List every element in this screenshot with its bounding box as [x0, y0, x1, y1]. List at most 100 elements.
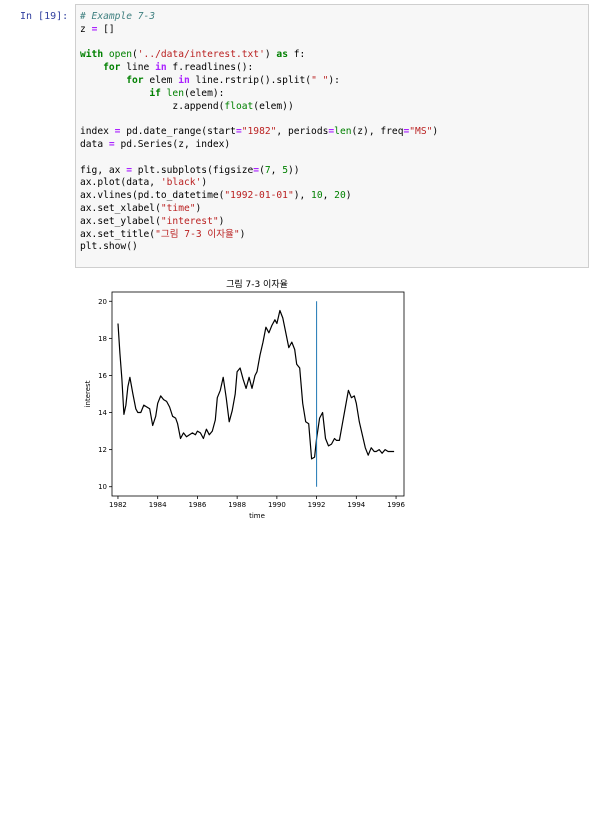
code-token: =: [91, 23, 98, 35]
code-line: ax.set_title("그림 7-3 이자율"): [80, 229, 245, 240]
code-token: [80, 62, 103, 73]
code-line: z.append(float(elem)): [80, 100, 294, 112]
code-token: =: [403, 126, 410, 138]
code-token: 5: [282, 164, 288, 176]
code-token: (elem)): [253, 100, 294, 112]
code-editor[interactable]: # Example 7-3 z = [] with open('../data/…: [80, 11, 438, 254]
code-token: for: [126, 74, 144, 86]
code-token: "1982": [241, 126, 277, 138]
code-token: float: [224, 100, 254, 112]
x-tick-label: 1982: [109, 501, 127, 509]
code-token: =: [328, 126, 335, 138]
code-token: ,: [322, 190, 335, 202]
code-token: data: [80, 138, 109, 150]
code-token: "그림 7-3 이자율": [155, 228, 240, 240]
code-cell-input[interactable]: # Example 7-3 z = [] with open('../data/…: [75, 4, 589, 268]
code-token: ax.set_title(: [80, 228, 156, 240]
code-token: with: [80, 49, 104, 61]
x-tick-label: 1988: [228, 501, 246, 509]
y-axis-ticks: 10 12 14 16 18 20: [98, 298, 112, 491]
y-tick-label: 10: [98, 483, 107, 491]
code-token: " ": [311, 74, 329, 86]
y-axis-label: interest: [84, 380, 92, 407]
code-token: '../data/interest.txt': [137, 49, 265, 61]
code-token: =: [253, 164, 260, 176]
code-token: ): [239, 228, 246, 240]
code-token: =: [108, 138, 115, 150]
y-tick-label: 12: [98, 446, 107, 454]
cell-prompt: In [19]:: [20, 11, 69, 22]
code-token: in: [178, 74, 190, 86]
code-line: ax.plot(data, 'black'): [80, 177, 207, 188]
y-tick-label: 14: [98, 409, 107, 417]
code-token: ax.plot(data,: [80, 177, 161, 189]
code-token: index: [80, 126, 115, 138]
code-token: "time": [160, 202, 196, 214]
code-token: if: [149, 87, 161, 99]
code-token: pd.Series(z, index): [114, 138, 231, 150]
code-token: "MS": [409, 126, 433, 138]
code-token: z.append(: [80, 100, 225, 112]
chart-title: 그림 7-3 이자율: [226, 278, 288, 290]
code-line: plt.show(): [80, 241, 138, 252]
code-token: ): [218, 215, 225, 227]
series-line: [117, 309, 395, 460]
x-tick-label: 1992: [308, 501, 326, 509]
code-line: ax.set_ylabel("interest"): [80, 216, 224, 227]
code-token: f:: [287, 49, 306, 61]
code-token: for: [103, 62, 121, 74]
code-token: in: [155, 62, 167, 74]
x-tick-label: 1986: [189, 501, 207, 509]
code-token: =: [114, 126, 121, 138]
x-tick-label: 1990: [268, 501, 286, 509]
code-token: (: [132, 49, 138, 61]
code-token: ,: [270, 164, 283, 176]
code-token: ): [201, 177, 208, 189]
code-token: []: [97, 23, 115, 35]
code-token: ): [432, 126, 439, 138]
code-token: z: [80, 23, 92, 35]
code-token: ): [195, 202, 202, 214]
code-token: plt.show(): [80, 241, 138, 253]
code-token: ax.set_ylabel(: [80, 215, 161, 227]
code-token: as: [276, 49, 288, 61]
code-line: for line in f.readlines():: [80, 62, 253, 73]
code-token: line.rstrip().split(: [189, 74, 312, 86]
line-chart: 그림 7-3 이자율 10 12 14 16 18 20 1982 1984 1986 1988…: [84, 278, 406, 520]
code-token: =: [126, 164, 132, 176]
x-tick-label: 1984: [149, 501, 167, 509]
code-line: z = []: [80, 24, 115, 35]
code-token: plt.subplots(figsize: [132, 164, 254, 176]
code-line: data = pd.Series(z, index): [80, 139, 230, 150]
code-line: with open('../data/interest.txt') as f:: [80, 49, 305, 60]
code-line: if len(elem):: [80, 88, 224, 99]
code-token: 7: [264, 164, 271, 176]
code-token: )): [287, 164, 300, 176]
code-token: "interest": [160, 215, 219, 227]
code-token: line: [120, 62, 156, 74]
code-token: open: [108, 49, 132, 61]
code-token: [80, 75, 126, 86]
x-tick-label: 1994: [347, 501, 365, 509]
y-tick-label: 20: [98, 298, 107, 306]
code-line: for elem in line.rstrip().split(" "):: [80, 75, 340, 86]
code-token: f.readlines():: [166, 62, 254, 74]
code-token: 'black': [160, 177, 202, 189]
code-token: len: [334, 126, 352, 138]
code-token: (z), freq: [351, 126, 404, 138]
series-layer: [117, 309, 395, 460]
code-token: (elem):: [183, 87, 225, 99]
code-line: # Example 7-3: [80, 11, 155, 22]
x-tick-label: 1996: [387, 501, 405, 509]
code-token: (: [259, 164, 265, 176]
plot-frame: [111, 291, 405, 497]
code-token: ): [264, 49, 277, 61]
code-line: ax.vlines(pd.to_datetime("1992-01-01"), …: [80, 190, 352, 201]
code-token: pd.date_range(start: [120, 126, 236, 138]
code-token: 20: [334, 190, 346, 202]
code-line: fig, ax = plt.subplots(figsize=(7, 5)): [80, 165, 300, 176]
code-token: ax.vlines(pd.to_datetime(: [80, 190, 225, 202]
code-token: # Example 7-3: [80, 11, 156, 22]
code-token: elem: [143, 74, 179, 86]
code-line: index = pd.date_range(start="1982", peri…: [80, 126, 438, 137]
